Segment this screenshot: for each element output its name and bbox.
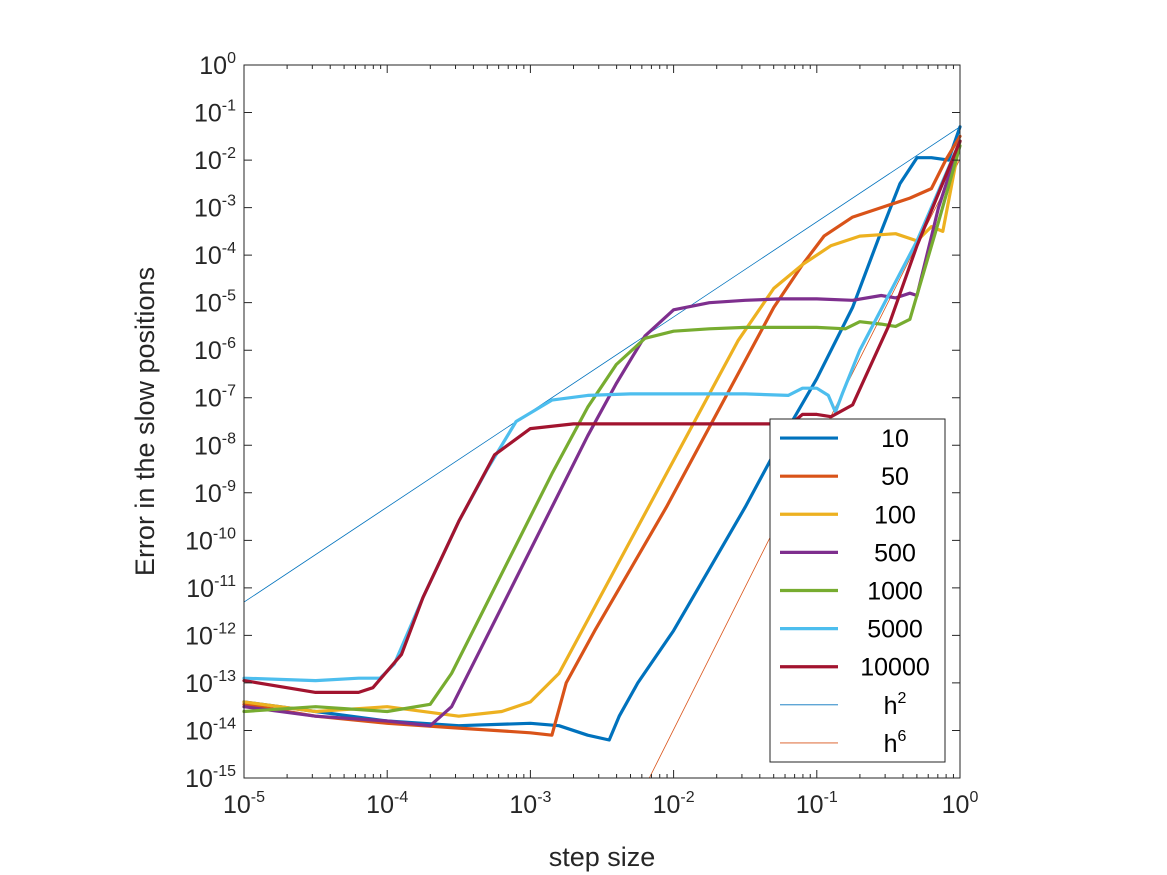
x-tick-label: 10-1 bbox=[796, 789, 838, 819]
y-tick-labels: 100 10-1 10-2 10-3 10-4 10-5 10-6 10-7 10-8 10-9 1… bbox=[185, 50, 236, 793]
x-tick-label: 100 bbox=[942, 789, 979, 819]
x-tick-label: 10-5 bbox=[223, 789, 265, 819]
legend-label: h2 bbox=[884, 690, 907, 720]
y-tick-label: 10-10 bbox=[185, 525, 236, 555]
y-tick-label: 10-2 bbox=[194, 145, 236, 175]
legend-label: 10000 bbox=[860, 654, 930, 682]
legend: 10 50 100 500 1000 5000 10000 h2 h6 bbox=[769, 418, 946, 763]
x-tick-label: 10-3 bbox=[509, 789, 551, 819]
y-tick-label: 100 bbox=[199, 50, 236, 80]
y-tick-label: 10-9 bbox=[194, 478, 236, 508]
series-line-1000 bbox=[242, 144, 962, 714]
y-tick-label: 10-5 bbox=[194, 288, 236, 318]
x-tick-labels: 10-5 10-4 10-3 10-2 10-1 100 bbox=[223, 789, 978, 819]
y-tick-label: 10-7 bbox=[194, 383, 236, 413]
x-tick-label: 10-2 bbox=[653, 789, 695, 819]
series-line-50 bbox=[242, 134, 962, 737]
y-tick-label: 10-15 bbox=[185, 763, 236, 793]
series-line-10 bbox=[242, 125, 962, 742]
y-tick-label: 10-14 bbox=[185, 715, 236, 745]
legend-label: 10 bbox=[881, 425, 909, 453]
y-tick-label: 10-6 bbox=[194, 335, 236, 365]
y-tick-label: 10-1 bbox=[194, 98, 236, 128]
y-tick-label: 10-13 bbox=[185, 668, 236, 698]
y-tick-label: 10-12 bbox=[185, 620, 236, 650]
y-tick-label: 10-8 bbox=[194, 430, 236, 460]
legend-label: 100 bbox=[874, 501, 916, 529]
x-axis-label: step size bbox=[549, 842, 656, 872]
legend-label: 5000 bbox=[867, 616, 923, 644]
legend-label: 1000 bbox=[867, 578, 923, 606]
legend-label: h6 bbox=[884, 728, 907, 758]
series-layer bbox=[242, 125, 962, 779]
series-line-h2 bbox=[243, 126, 961, 603]
legend-label: 500 bbox=[874, 539, 916, 567]
y-tick-label: 10-11 bbox=[186, 573, 236, 603]
series-line-10000 bbox=[242, 139, 962, 695]
x-tick-label: 10-4 bbox=[366, 789, 408, 819]
y-tick-label: 10-4 bbox=[194, 240, 236, 270]
y-tick-label: 10-3 bbox=[194, 193, 236, 223]
series-line-100 bbox=[242, 139, 962, 718]
plot-frame bbox=[243, 64, 961, 779]
y-axis-label: Error in the slow positions bbox=[130, 267, 160, 576]
legend-label: 50 bbox=[881, 463, 909, 491]
